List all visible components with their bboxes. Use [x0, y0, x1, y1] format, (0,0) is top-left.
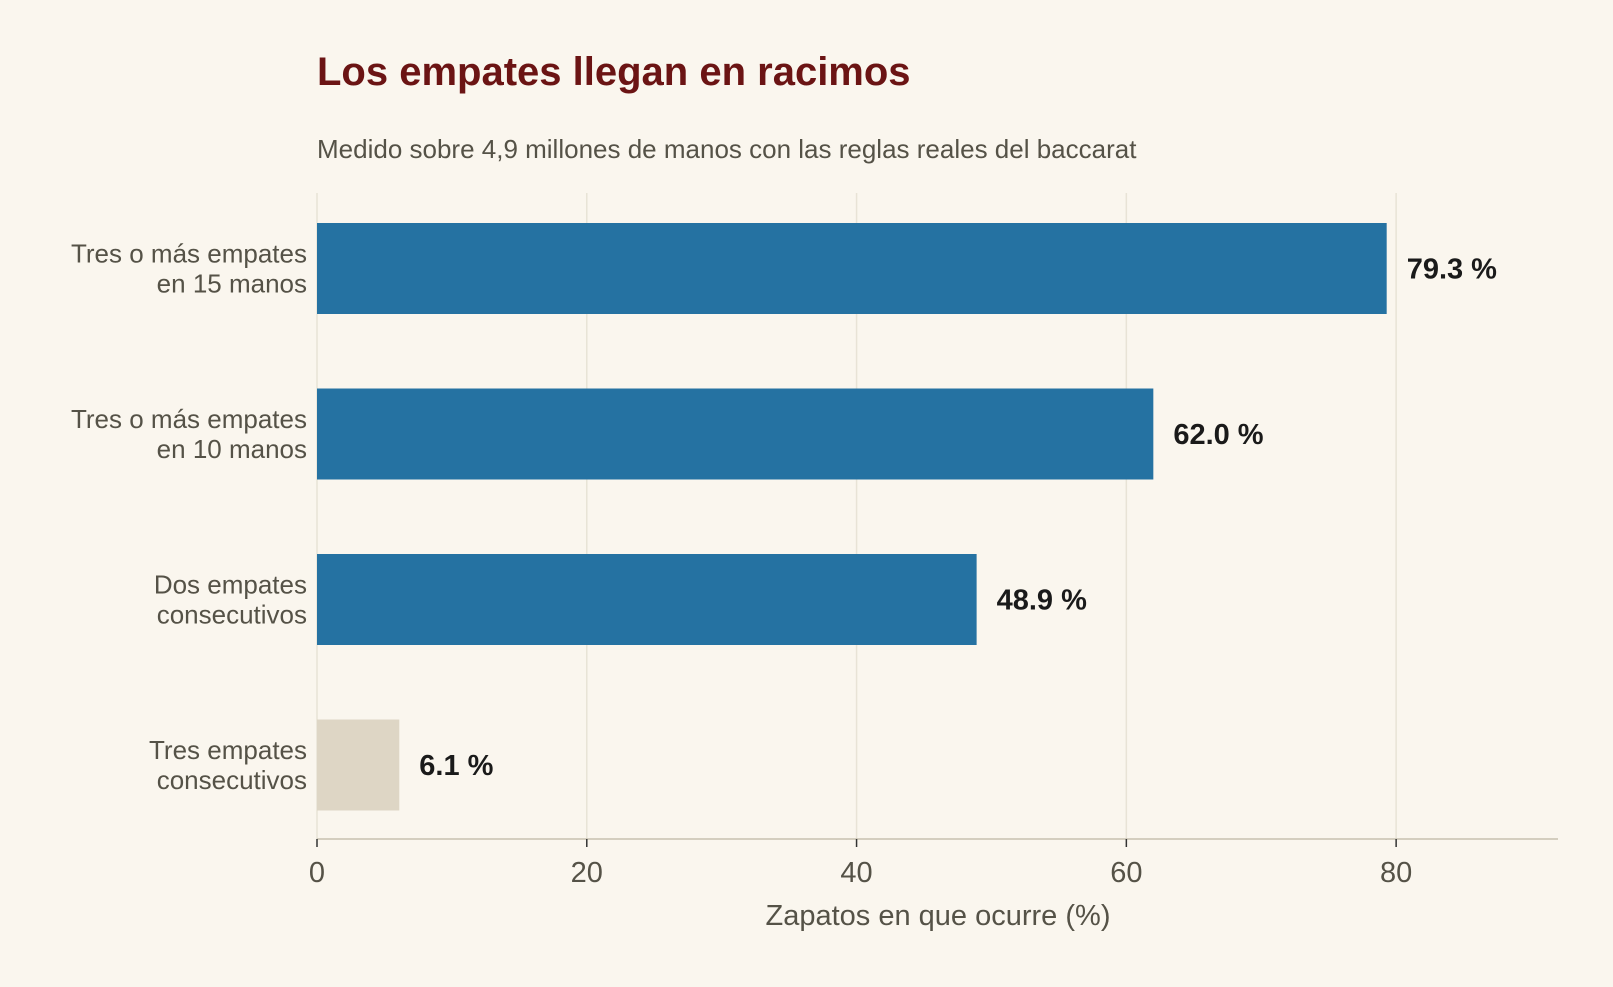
x-tick-label-40: 40: [840, 857, 872, 889]
value-labels: 79.3 % 62.0 % 48.9 % 6.1 %: [419, 254, 1497, 783]
chart-subtitle: Medido sobre 4,9 millones de manos con l…: [317, 134, 1137, 164]
category-label-3: Tres empates consecutivos: [149, 735, 307, 795]
category-label-1: Tres o más empates en 10 manos: [71, 404, 307, 464]
chart-title: Los empates llegan en racimos: [317, 50, 911, 94]
value-label-2: 48.9 %: [997, 585, 1087, 617]
x-axis-title: Zapatos en que ocurre (%): [766, 900, 1111, 932]
category-label-3-line-1: consecutivos: [157, 765, 307, 795]
value-label-0: 79.3 %: [1407, 254, 1497, 286]
category-label-0-line-1: en 15 manos: [157, 269, 307, 299]
x-tick-label-20: 20: [571, 857, 603, 889]
x-axis: 0 20 40 60 80: [309, 838, 1558, 889]
category-label-0-line-0: Tres o más empates: [71, 239, 307, 269]
category-label-0: Tres o más empates en 15 manos: [71, 239, 307, 299]
category-label-3-line-0: Tres empates: [149, 735, 307, 765]
category-label-2-line-0: Dos empates: [154, 570, 307, 600]
category-label-2-line-1: consecutivos: [157, 600, 307, 630]
bar-0: [317, 223, 1387, 314]
bar-2: [317, 554, 977, 645]
bar-3: [317, 719, 400, 811]
x-tick-label-60: 60: [1110, 857, 1142, 889]
category-label-1-line-0: Tres o más empates: [71, 404, 307, 434]
x-tick-label-80: 80: [1380, 857, 1412, 889]
value-label-3: 6.1 %: [419, 750, 493, 782]
bars: [317, 223, 1387, 811]
category-label-2: Dos empates consecutivos: [154, 570, 307, 630]
category-label-1-line-1: en 10 manos: [157, 434, 307, 464]
x-tick-label-0: 0: [309, 857, 325, 889]
bar-1: [317, 388, 1154, 480]
value-label-1: 62.0 %: [1173, 419, 1263, 451]
